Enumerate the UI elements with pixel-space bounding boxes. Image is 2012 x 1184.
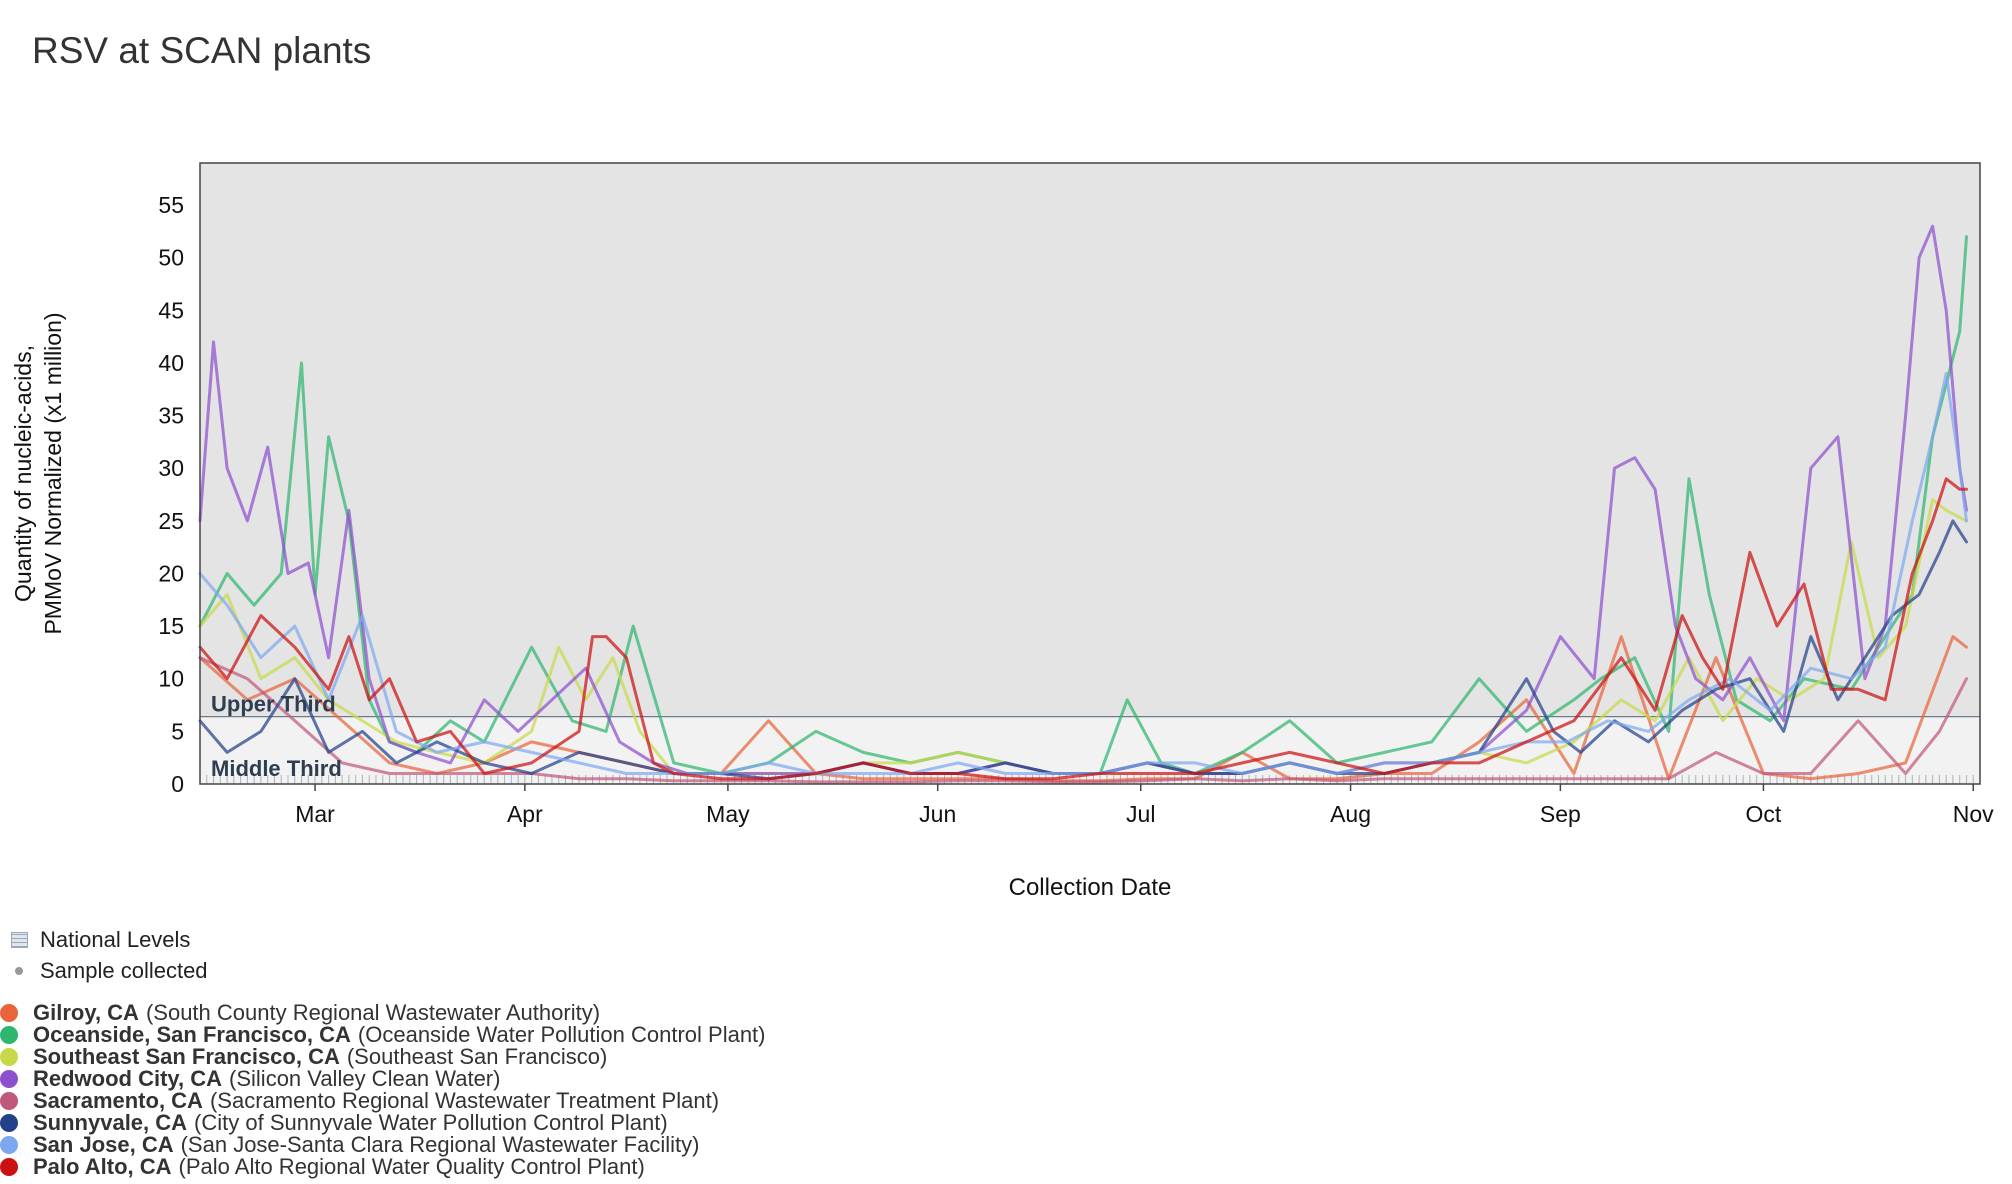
y-tick-label: 50 (158, 245, 184, 271)
x-tick-label: Oct (1746, 801, 1782, 827)
x-tick-label: Jun (919, 801, 956, 827)
y-tick-label: 25 (158, 508, 184, 534)
series-line-7[interactable] (198, 477, 1968, 781)
series-lines (198, 224, 1968, 784)
y-axis-label-line1: Quantity of nucleic-acids, (10, 345, 36, 602)
legend-dot-icon (0, 1070, 18, 1088)
y-tick-label: 35 (158, 403, 184, 429)
y-tick-label: 0 (171, 771, 184, 797)
legend-item[interactable]: Oceanside, San Francisco, CA (Oceanside W… (0, 1024, 766, 1046)
y-tick-label: 20 (158, 560, 184, 586)
legend-dot-icon (0, 1136, 18, 1154)
legend-item[interactable]: Redwood City, CA (Silicon Valley Clean Wa… (0, 1068, 766, 1090)
legend-site-name: Gilroy, CA (33, 1000, 139, 1025)
legend-plant-name: (Sacramento Regional Wastewater Treatmen… (209, 1088, 720, 1113)
chart: 0 5 10 15 20 25 30 35 40 45 50 55 Mar Apr May Jun Jul Au… (10, 162, 1994, 901)
legend-item[interactable]: Southeast San Francisco, CA (Southeast Sa… (0, 1046, 766, 1068)
legend-site-name: Redwood City, CA (33, 1066, 223, 1091)
legend-site-name: San Jose, CA (33, 1132, 174, 1157)
x-tick-label: Nov (1953, 801, 1994, 827)
chart-title: RSV at SCAN plants (32, 30, 372, 71)
legend-dot-icon (0, 1026, 18, 1044)
y-tick-label: 10 (158, 666, 184, 692)
series-line-4[interactable] (198, 656, 1968, 784)
y-tick-label: 5 (171, 718, 184, 744)
band-upper (200, 163, 1980, 717)
x-tick-label: May (706, 801, 750, 827)
legend-site-name: Palo Alto, CA (33, 1154, 172, 1179)
legend-item[interactable]: San Jose, CA (San Jose-Santa Clara Region… (0, 1134, 766, 1156)
legend-national-levels[interactable]: National Levels (8, 924, 208, 955)
legend-plant-name: (Oceanside Water Pollution Control Plant… (357, 1022, 766, 1047)
threshold-bands (200, 163, 1980, 784)
plot-frame (199, 162, 1981, 785)
x-axis-label: Collection Date (1009, 874, 1172, 901)
x-tick-label: Sep (1540, 801, 1581, 827)
legend-site-name: Sacramento, CA (33, 1088, 203, 1113)
legend-item[interactable]: Palo Alto, CA (Palo Alto Regional Water Q… (0, 1156, 766, 1178)
legend-sample-collected-label: Sample collected (40, 957, 208, 983)
legend-plant-name: (City of Sunnyvale Water Pollution Contr… (194, 1110, 668, 1135)
hatched-box-icon (8, 931, 30, 948)
legend-item[interactable]: Sacramento, CA (Sacramento Regional Waste… (0, 1090, 766, 1112)
legend-dot-icon (0, 1004, 18, 1022)
legend-national-levels-label: National Levels (40, 926, 191, 952)
legend-item[interactable]: Gilroy, CA (South County Regional Wastewa… (0, 1002, 766, 1024)
band-label-middle: Middle Third (211, 756, 342, 781)
y-tick-label: 55 (158, 192, 184, 218)
y-tick-label: 45 (158, 297, 184, 323)
x-tick-label: Aug (1330, 801, 1371, 827)
y-tick-label: 30 (158, 455, 184, 481)
legend-site-name: Sunnyvale, CA (33, 1110, 188, 1135)
legend-dot-icon (0, 1048, 18, 1066)
y-axis-ticks: 0 5 10 15 20 25 30 35 40 45 50 55 (158, 192, 184, 797)
legend-keys: National Levels Sample collected (8, 924, 208, 986)
legend-item[interactable]: Sunnyvale, CA (City of Sunnyvale Water Po… (0, 1112, 766, 1134)
legend-plant-name: (Palo Alto Regional Water Quality Contro… (178, 1154, 645, 1179)
legend-dot-icon (0, 1092, 18, 1110)
legend-sample-collected[interactable]: Sample collected (8, 955, 208, 986)
series-legend: Gilroy, CA (South County Regional Wastewa… (0, 1002, 766, 1178)
legend-plant-name: (South County Regional Wastewater Author… (145, 1000, 601, 1025)
y-axis-label-line2: PMMoV Normalized (x1 million) (40, 312, 66, 634)
band-label-upper: Upper Third (211, 692, 336, 717)
series-line-6[interactable] (198, 372, 1968, 775)
legend-dot-icon (0, 1158, 18, 1176)
legend-plant-name: (Silicon Valley Clean Water) (229, 1066, 501, 1091)
x-tick-label: Mar (295, 801, 335, 827)
y-tick-label: 40 (158, 350, 184, 376)
x-axis-ticks: Mar Apr May Jun Jul Aug Sep Oct Nov (295, 784, 1994, 827)
legend-plant-name: (Southeast San Francisco) (346, 1044, 608, 1069)
legend-plant-name: (San Jose-Santa Clara Regional Wastewate… (180, 1132, 700, 1157)
y-tick-label: 15 (158, 613, 184, 639)
legend-dot-icon (0, 1114, 18, 1132)
legend-site-name: Southeast San Francisco, CA (33, 1044, 340, 1069)
legend-site-name: Oceanside, San Francisco, CA (33, 1022, 351, 1047)
gray-dot-icon (8, 966, 30, 975)
x-tick-label: Jul (1126, 801, 1155, 827)
x-tick-label: Apr (507, 801, 543, 827)
